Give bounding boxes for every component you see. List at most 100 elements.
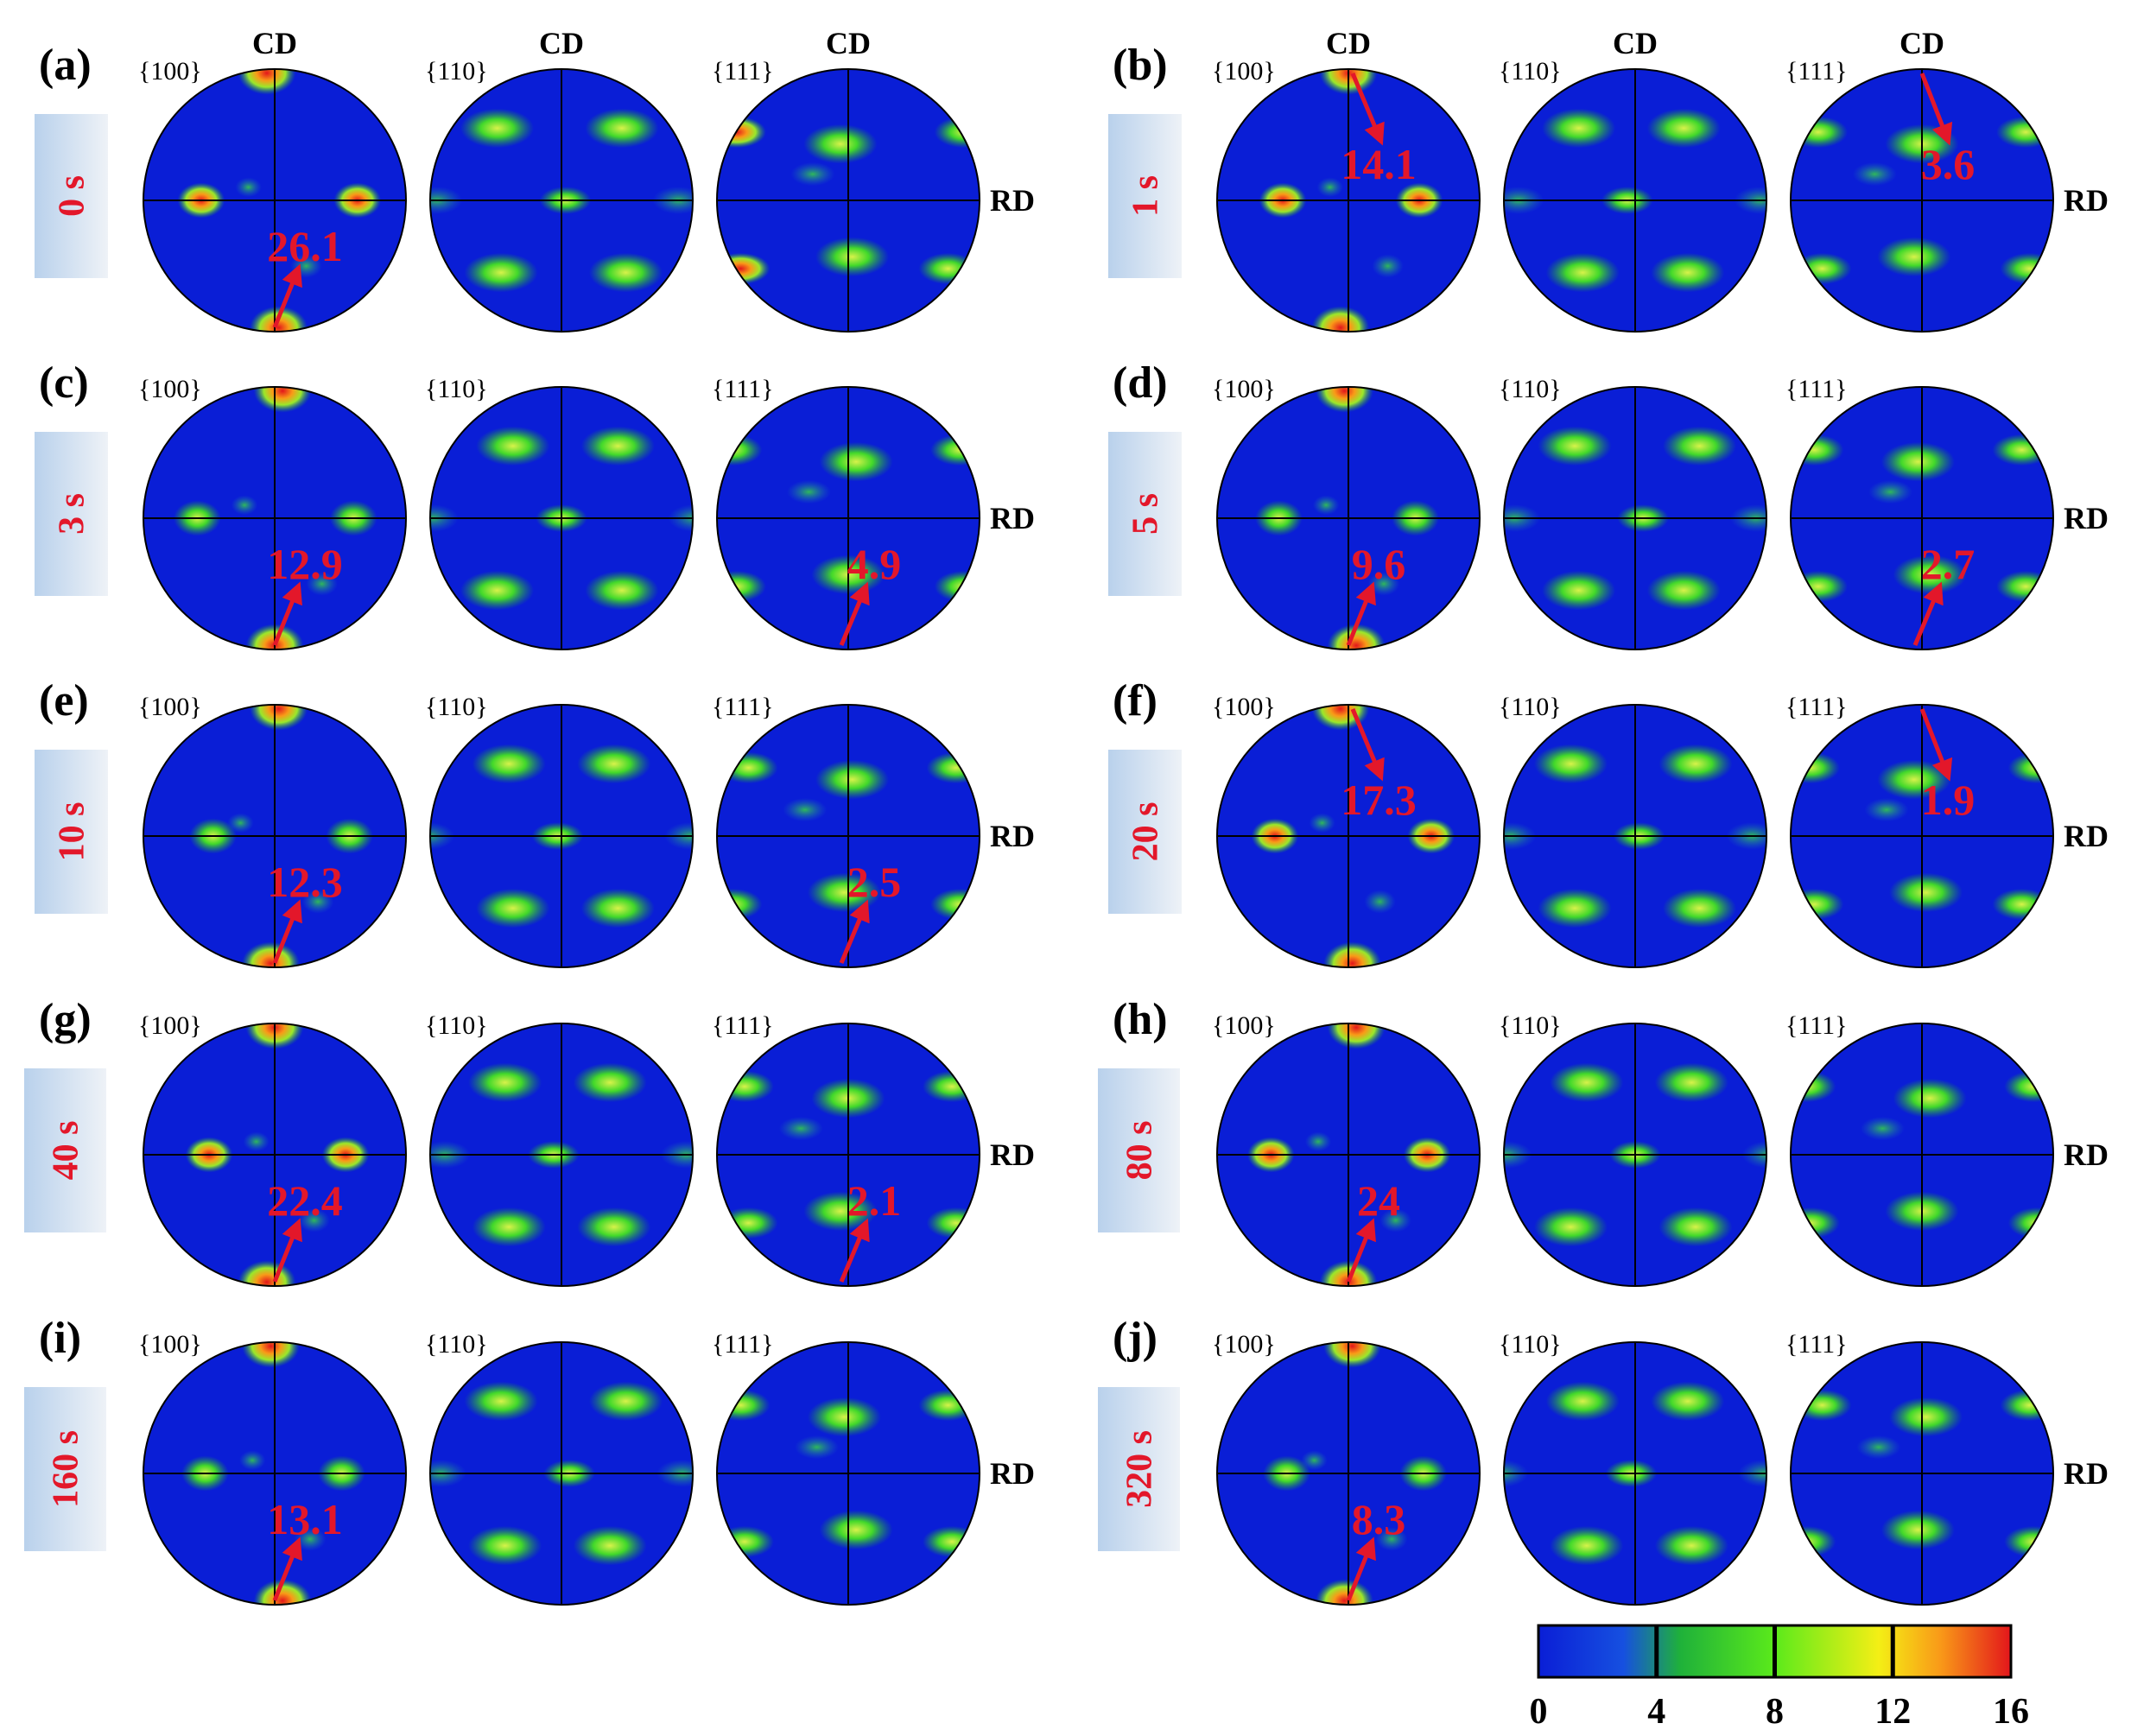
panel-d: (d) 5 s {100} {110} {111} RD 9.6 2.7 [1108,358,2109,650]
max-arrow [272,263,302,328]
colorbar-tick-label: 8 [1766,1692,1784,1732]
panel-letter: (h) [1113,995,1168,1044]
plane-label: {110} [425,375,488,403]
rd-label: RD [2064,1137,2109,1172]
colorbar-tick-label: 12 [1874,1692,1911,1732]
pole-figure-110 [1503,1023,1767,1287]
panel-b: (b) 1 s {100} CD {110} CD {111} CD RD 14.1 3.6 [1108,26,2109,333]
rd-label: RD [990,1137,1035,1172]
max-arrow [1346,1218,1376,1283]
time-label: 0 s [53,175,92,217]
intensity-spot [717,888,763,921]
panel-letter: (e) [39,676,89,725]
pole-figure-100 [143,68,407,333]
max-intensity-100: 14.1 [1341,140,1417,188]
plane-label: {100} [1212,57,1276,86]
max-intensity-111: 2.1 [847,1176,902,1225]
intensity-spot [1864,797,1909,822]
intensity-spot [238,69,296,95]
intensity-spot [2007,1207,2053,1239]
intensity-spot [719,751,778,784]
max-intensity-111: 1.9 [1921,776,1976,824]
panel-letter: (c) [39,358,89,408]
max-arrow [839,1218,870,1283]
intensity-spot [1550,1525,1624,1566]
plane-label: {111} [1785,57,1848,86]
intensity-spot [1651,1381,1725,1422]
intensity-spot [468,1062,542,1103]
intensity-spot [294,1527,327,1551]
colorbar-tick-label: 16 [1993,1692,2029,1732]
intensity-spot [1327,1023,1386,1049]
plane-label: {111} [1785,1330,1848,1359]
intensity-spot [926,1207,980,1239]
intensity-spot [1852,162,1897,187]
rd-label: RD [990,183,1035,218]
plane-label: {100} [138,375,202,403]
intensity-spot [301,890,334,914]
max-intensity-100: 8.3 [1352,1495,1406,1543]
pole-figure-111 [1790,68,2054,333]
intensity-spot [1316,387,1373,413]
intensity-spot [1880,1510,1955,1550]
plane-label: {100} [138,693,202,721]
pole-figure-110 [1503,704,1767,968]
panel-h: (h) 80 s {100} {110} {111} RD 24 [1098,995,2109,1287]
max-intensity-100: 22.4 [267,1176,343,1225]
intensity-spot [1893,1078,1967,1118]
time-label: 20 s [1126,802,1166,862]
intensity-spot [238,1260,296,1286]
time-label: 80 s [1120,1121,1160,1181]
intensity-spot [1312,495,1340,516]
intensity-spot [1662,426,1737,466]
intensity-spot [235,177,262,198]
max-intensity-111: 4.9 [847,540,902,588]
plane-label: {100} [138,1330,202,1359]
intensity-spot [242,1342,300,1368]
plane-label: {110} [1499,375,1562,403]
max-arrow [1350,708,1385,782]
intensity-spot [238,1450,266,1471]
panel-c: (c) 3 s {100} {110} {111} RD 12.9 4.9 [35,358,1035,650]
max-intensity-100: 24 [1357,1176,1400,1225]
rd-label: RD [990,1456,1035,1491]
plane-label: {100} [138,57,202,86]
intensity-spot [819,1510,893,1550]
pole-figure-111 [716,1341,980,1606]
panel-letter: (i) [39,1314,81,1363]
intensity-spot [242,941,300,967]
intensity-spot [1538,426,1612,466]
pole-figure-111 [716,68,980,333]
time-tab [1098,1068,1180,1232]
intensity-spot [430,822,455,850]
plane-label: {111} [712,1011,774,1040]
intensity-spot [1654,1525,1728,1566]
max-intensity-100: 13.1 [267,1495,343,1543]
time-tab [1108,750,1182,914]
time-label: 160 s [47,1430,86,1508]
pole-figure-110 [1503,386,1767,650]
intensity-spot [918,252,978,285]
colorbar: 0 4 8 12 16 [1530,1624,2029,1732]
intensity-spot [1662,888,1737,928]
intensity-spot [1791,1525,1836,1558]
plane-label: {100} [1212,693,1276,721]
rd-label: RD [2064,183,2109,218]
panel-j: (j) 320 s {100} {110} {111} RD 8.3 [1098,1314,2109,1606]
intensity-spot [1791,888,1844,921]
intensity-spot [1880,441,1955,482]
plane-label: {111} [712,57,774,86]
plane-label: {110} [1499,693,1562,721]
pole-figure-100 [1216,1023,1481,1287]
max-intensity-111: 2.5 [847,858,902,906]
intensity-spot [476,426,550,466]
plane-label: {100} [1212,375,1276,403]
time-tab [1098,1387,1180,1551]
intensity-spot [250,306,308,332]
intensity-spot [1646,570,1721,611]
intensity-spot [1364,890,1396,914]
pole-figure-111 [716,1023,980,1287]
panel-e: (e) 10 s {100} {110} {111} RD 12.3 2.5 [35,676,1035,968]
intensity-spot [577,744,651,784]
intensity-spot [1868,479,1913,504]
